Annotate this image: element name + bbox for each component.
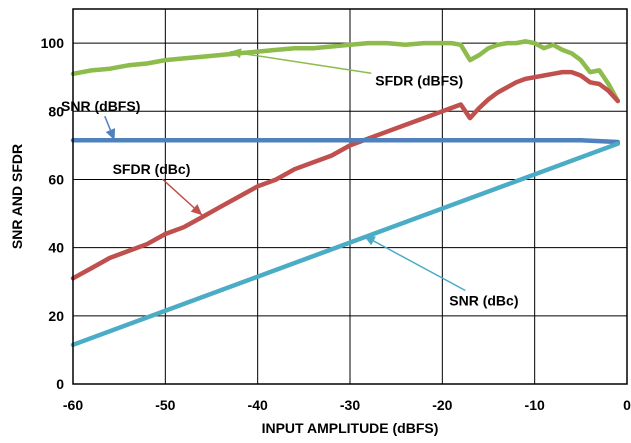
series-lines bbox=[70, 39, 621, 348]
y-axis-title: SNR AND SFDR bbox=[9, 144, 25, 249]
x-tick-label: -10 bbox=[525, 397, 545, 413]
grid bbox=[72, 9, 628, 385]
annotation-label-1: SNR (dBFS) bbox=[61, 98, 140, 114]
annotation-arrow-head-3 bbox=[363, 235, 376, 246]
annotation-label-0: SFDR (dBFS) bbox=[375, 73, 463, 89]
annotation-arrow-head-1 bbox=[105, 128, 116, 141]
series-line-0 bbox=[70, 39, 621, 104]
x-axis-title: INPUT AMPLITUDE (dBFS) bbox=[262, 420, 439, 436]
x-tick-label: -20 bbox=[432, 397, 452, 413]
y-tick-label: 100 bbox=[41, 35, 65, 51]
y-tick-label: 40 bbox=[48, 240, 64, 256]
annotation-arrow-head-0 bbox=[229, 48, 242, 59]
annotations: SFDR (dBFS) SNR (dBFS) SFDR (dBc) SNR (dBc) bbox=[61, 48, 519, 308]
y-tick-label: 60 bbox=[48, 171, 64, 187]
x-tick-label: -50 bbox=[155, 397, 175, 413]
annotation-arrow-line-0 bbox=[229, 50, 372, 74]
x-tick-label: -40 bbox=[248, 397, 268, 413]
y-tick-label: 0 bbox=[56, 376, 64, 392]
annotation-label-2: SFDR (dBc) bbox=[113, 161, 191, 177]
series-line-1 bbox=[70, 69, 621, 281]
y-tick-label: 80 bbox=[48, 103, 64, 119]
annotation-label-3: SNR (dBc) bbox=[449, 292, 518, 308]
y-tick-label: 20 bbox=[48, 308, 64, 324]
x-tick-label: 0 bbox=[623, 397, 631, 413]
plot-frame bbox=[72, 8, 628, 385]
x-tick-label: -60 bbox=[63, 397, 83, 413]
series-line-3 bbox=[70, 141, 621, 348]
annotation-arrow-head-2 bbox=[190, 204, 203, 216]
x-tick-label: -30 bbox=[340, 397, 360, 413]
annotation-arrow-line-3 bbox=[363, 235, 466, 292]
series-line-2 bbox=[70, 138, 621, 145]
tick-labels: -60 -50 -40 -30 -20 -10 0 0 20 40 60 80 100 bbox=[41, 35, 631, 413]
